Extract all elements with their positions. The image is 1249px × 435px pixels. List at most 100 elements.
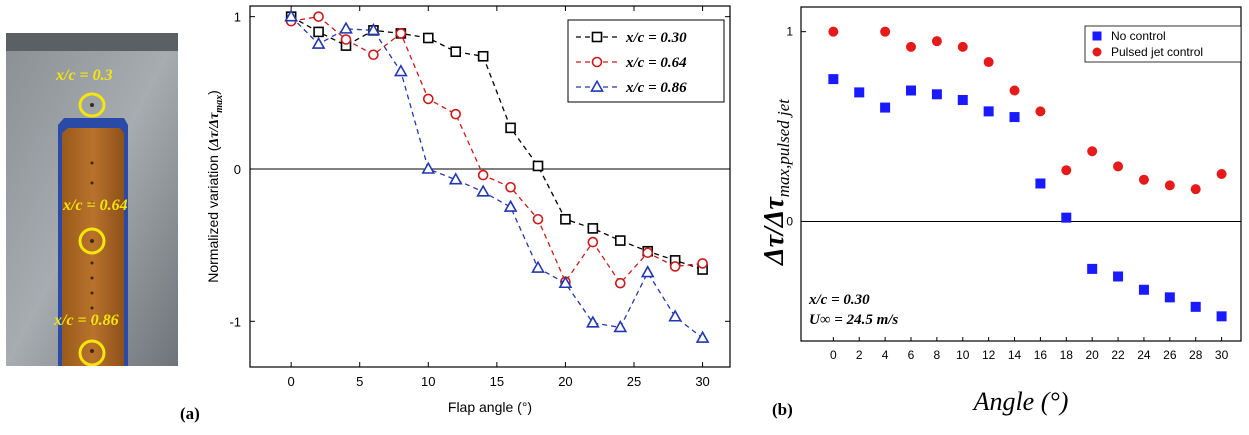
data-point [1035, 106, 1046, 117]
legend: x/c = 0.30 x/c = 0.64 x/c = 0.86 [567, 19, 725, 103]
chart-b: 0 2 4 6 8 10 12 14 16 18 20 22 24 26 28 30 0 1 Angle (°) Δτ… [748, 0, 1249, 430]
data-point [1113, 271, 1124, 282]
plate-edge [6, 33, 178, 51]
sensor-ring-2 [78, 227, 106, 255]
data-point [311, 36, 326, 49]
chart-a-svg: 0 5 10 15 20 25 30 -1 0 1 Flap angle (°) Normalized… [205, 5, 731, 415]
data-point [587, 236, 599, 248]
y-label-main: Δτ/Δτ [759, 196, 790, 266]
data-point [532, 213, 544, 225]
data-point [614, 277, 626, 289]
data-point [339, 21, 353, 34]
data-point [1164, 180, 1175, 191]
x-tick-label: 22 [1111, 348, 1125, 362]
x-tick-label: 30 [1215, 348, 1229, 362]
data-point [613, 320, 628, 333]
x-tick-label: 6 [908, 348, 915, 362]
legend: No control Pulsed jet control [1084, 25, 1242, 63]
data-point [368, 49, 379, 61]
data-point [614, 235, 626, 246]
data-point [1009, 85, 1020, 96]
sensor-ring-3 [78, 339, 106, 367]
legend-swatch-marker [591, 56, 603, 68]
y-axis-label: Δτ/Δτmax,pulsed jet [759, 98, 793, 266]
series-2 [285, 11, 708, 289]
data-point [1061, 165, 1072, 176]
data-point [906, 41, 916, 52]
data-point [697, 258, 708, 269]
series-3 [284, 9, 710, 343]
data-point [450, 108, 462, 120]
y-label-sub: max [214, 95, 225, 113]
data-point [313, 11, 324, 22]
data-point [558, 275, 573, 289]
data-point [476, 184, 491, 197]
data-point [560, 213, 571, 225]
data-point [1216, 311, 1227, 322]
data-point [828, 26, 839, 37]
data-point [983, 106, 994, 117]
legend-swatch-marker [1092, 31, 1102, 41]
data-point [1190, 184, 1201, 195]
legend-label: x/c = 0.86 [625, 80, 687, 96]
x-tick-label: 24 [1137, 348, 1151, 362]
legend-box [1084, 25, 1242, 63]
series-2 [828, 26, 1227, 195]
data-point [880, 102, 891, 113]
y-tick-label: 0 [786, 214, 793, 228]
data-point [957, 94, 968, 105]
data-point [931, 36, 942, 47]
photo-label-2: x/c = 0.64 [62, 197, 128, 214]
y-label-main: Δτ/Δτ [207, 112, 222, 148]
plot-frame [249, 5, 731, 368]
plot-frame [800, 6, 1242, 342]
annotation-line: U∞ = 24.5 m/s [809, 312, 898, 328]
data-point [828, 74, 839, 85]
legend-swatch-marker [1092, 47, 1102, 57]
flap-surface [62, 128, 124, 366]
x-tick-label: 12 [982, 348, 996, 362]
photo-label-3: x/c = 0.86 [53, 312, 119, 329]
x-tick-label: 25 [627, 374, 641, 389]
data-point [669, 261, 681, 272]
data-point [957, 41, 968, 52]
data-point [505, 122, 516, 134]
x-tick-label: 14 [1008, 348, 1022, 362]
data-point [585, 315, 600, 328]
data-point [880, 26, 891, 37]
data-point [983, 57, 994, 68]
data-point [477, 169, 489, 181]
data-point [1216, 169, 1227, 179]
flap-photo: x/c = 0.3 x/c = 0.64 x/c = 0.86 [6, 33, 178, 367]
y-tick-label: -1 [229, 314, 241, 329]
data-point [284, 9, 299, 22]
data-point [477, 50, 489, 62]
data-point [531, 260, 545, 273]
photo-label-1: x/c = 0.3 [55, 67, 113, 84]
data-point [854, 87, 865, 98]
x-tick-label: 20 [1085, 348, 1099, 362]
x-tick-label: 18 [1060, 348, 1074, 362]
data-point [642, 247, 654, 259]
series-line [290, 16, 703, 339]
x-tick-label: 8 [934, 348, 941, 362]
data-point [695, 330, 710, 343]
x-tick-label: 0 [288, 374, 295, 389]
data-point [532, 160, 544, 172]
chart-a: 0 5 10 15 20 25 30 -1 0 1 Flap angle (°) Normalized… [205, 0, 736, 430]
data-point [1190, 301, 1201, 312]
x-tick-label: 2 [856, 348, 863, 362]
sensor-ring-1 [78, 92, 106, 118]
data-point [1087, 263, 1098, 274]
data-point [668, 309, 683, 322]
data-point [1113, 161, 1124, 172]
x-tick-label: 30 [695, 374, 709, 389]
data-point [421, 161, 436, 174]
x-axis-label: Angle (°) [972, 387, 1069, 416]
flap-photo-svg: x/c = 0.3 x/c = 0.64 x/c = 0.86 [6, 33, 178, 367]
y-axis-label: Normalized variation (Δτ/Δτmax) [206, 90, 225, 283]
data-point [1138, 284, 1149, 295]
data-point [393, 64, 408, 77]
data-point [366, 22, 381, 36]
